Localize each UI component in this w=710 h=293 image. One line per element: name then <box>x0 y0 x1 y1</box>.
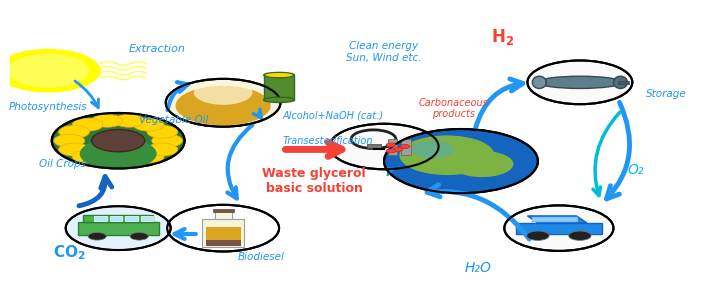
Circle shape <box>400 135 495 175</box>
Bar <box>77 222 159 235</box>
Bar <box>206 240 241 246</box>
Bar <box>388 139 398 155</box>
Circle shape <box>165 79 280 127</box>
Text: $\mathbf{CO_2}$: $\mathbf{CO_2}$ <box>53 243 86 262</box>
Text: Waste glycerol
basic solution: Waste glycerol basic solution <box>262 168 366 195</box>
Text: Clean energy
Sun, Wind etc.: Clean energy Sun, Wind etc. <box>346 41 422 62</box>
Circle shape <box>72 150 103 163</box>
Bar <box>366 144 381 148</box>
Circle shape <box>133 118 164 131</box>
Circle shape <box>59 143 89 156</box>
Text: O₂: O₂ <box>628 163 644 177</box>
Circle shape <box>54 134 84 147</box>
Text: H₂O: H₂O <box>465 260 492 275</box>
Text: Transesterification: Transesterification <box>283 136 373 146</box>
Ellipse shape <box>613 76 628 88</box>
Text: Alcohol+NaOH (cat.): Alcohol+NaOH (cat.) <box>283 111 383 121</box>
Text: Oil Crops: Oil Crops <box>39 159 86 169</box>
Circle shape <box>114 154 144 167</box>
Circle shape <box>130 233 148 240</box>
Text: Carbonaceous
products: Carbonaceous products <box>419 98 489 119</box>
Circle shape <box>59 125 89 138</box>
Bar <box>83 215 153 222</box>
Circle shape <box>450 151 513 177</box>
Circle shape <box>386 149 396 153</box>
Bar <box>212 209 234 212</box>
Circle shape <box>147 125 178 138</box>
Circle shape <box>329 124 439 169</box>
Circle shape <box>152 134 182 147</box>
Circle shape <box>175 86 271 125</box>
Circle shape <box>194 80 253 105</box>
Circle shape <box>68 207 168 249</box>
Circle shape <box>400 144 410 149</box>
Polygon shape <box>528 216 587 223</box>
Circle shape <box>393 147 403 151</box>
Ellipse shape <box>263 97 295 103</box>
Circle shape <box>412 141 454 158</box>
Circle shape <box>88 233 106 240</box>
Bar <box>94 217 107 221</box>
Circle shape <box>114 114 144 127</box>
Circle shape <box>92 114 123 127</box>
Text: Biodiesel: Biodiesel <box>238 252 285 262</box>
Circle shape <box>384 129 538 193</box>
Circle shape <box>569 231 591 240</box>
Circle shape <box>72 118 103 131</box>
Circle shape <box>504 205 613 251</box>
Ellipse shape <box>263 72 295 78</box>
Bar <box>110 217 122 221</box>
Circle shape <box>92 130 145 152</box>
Text: Extraction: Extraction <box>129 44 185 54</box>
Circle shape <box>527 231 549 240</box>
Bar <box>202 219 244 247</box>
Circle shape <box>8 54 89 88</box>
Circle shape <box>528 60 633 104</box>
Bar <box>214 211 231 219</box>
Ellipse shape <box>532 76 546 88</box>
Ellipse shape <box>538 76 622 88</box>
Bar <box>141 217 153 221</box>
Bar <box>401 139 411 155</box>
Ellipse shape <box>266 73 293 77</box>
Bar <box>206 227 241 246</box>
Circle shape <box>92 154 123 167</box>
Text: Vegetable Oil: Vegetable Oil <box>139 115 209 125</box>
Bar <box>125 217 138 221</box>
Circle shape <box>52 113 185 168</box>
Circle shape <box>80 138 157 170</box>
Circle shape <box>133 150 164 163</box>
Text: Photosynthesis: Photosynthesis <box>9 102 87 112</box>
Text: $\mathbf{H_2}$: $\mathbf{H_2}$ <box>491 27 515 47</box>
Circle shape <box>147 143 178 156</box>
Bar <box>618 81 629 84</box>
Bar <box>515 223 602 234</box>
Bar <box>532 217 578 222</box>
Circle shape <box>0 49 101 93</box>
Text: Storage: Storage <box>646 89 687 99</box>
Bar <box>263 75 295 100</box>
Circle shape <box>386 143 396 147</box>
